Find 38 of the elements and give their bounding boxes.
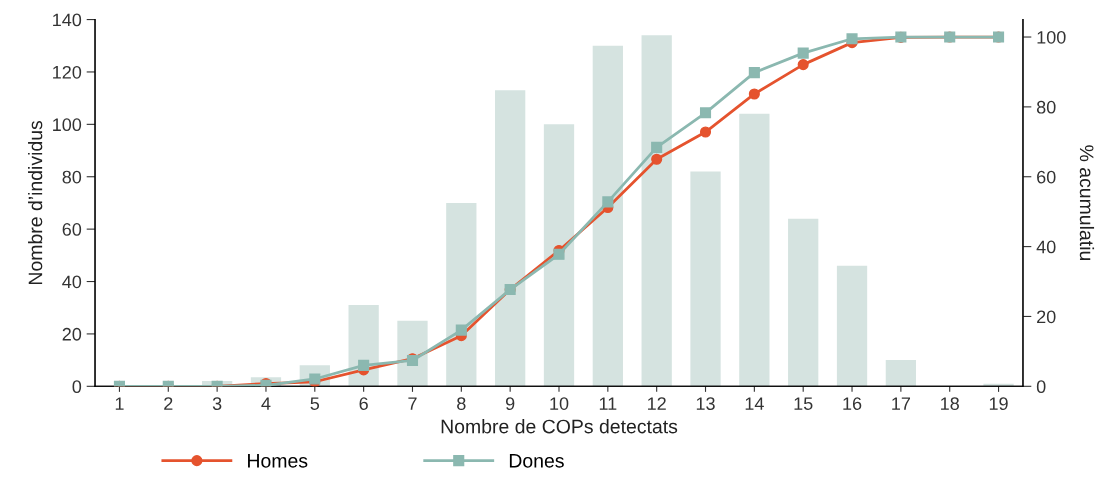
x-tick-label: 3 xyxy=(212,397,222,410)
y-tick-label: 0 xyxy=(72,380,82,394)
x-tick-label: 11 xyxy=(599,397,617,410)
y2-axis-title: % acumulatiu xyxy=(1079,145,1095,261)
y2-tick-label: 20 xyxy=(1037,310,1056,324)
y-tick-label: 40 xyxy=(62,275,82,289)
x-tick-label: 14 xyxy=(745,397,764,410)
x-tick-label: 12 xyxy=(648,397,666,410)
x-tick-label: 2 xyxy=(164,397,173,410)
y-tick-label: 140 xyxy=(53,13,82,27)
legend-label: Dones xyxy=(509,454,564,468)
y-axis-title: Nombre d’individus xyxy=(28,120,43,285)
x-tick-label: 8 xyxy=(457,397,466,410)
x-axis-title: Nombre de COPs detectats xyxy=(441,419,678,434)
x-tick-label: 13 xyxy=(696,397,715,410)
x-tick-label: 4 xyxy=(261,397,271,410)
y-tick-label: 20 xyxy=(62,327,82,341)
x-tick-label: 6 xyxy=(359,397,368,410)
y-tick-label: 60 xyxy=(62,223,82,236)
x-tick-label: 19 xyxy=(989,397,1008,410)
x-tick-label: 1 xyxy=(115,397,124,410)
y2-tick-label: 80 xyxy=(1036,100,1056,114)
y-tick-label: 120 xyxy=(53,65,82,79)
x-tick-label: 7 xyxy=(408,397,417,410)
y-tick-label: 80 xyxy=(62,170,82,184)
legend-label: Homes xyxy=(248,454,308,468)
y2-tick-label: 60 xyxy=(1037,170,1056,184)
x-tick-label: 15 xyxy=(794,397,813,410)
y2-tick-label: 0 xyxy=(1036,380,1046,394)
x-tick-label: 18 xyxy=(941,397,959,410)
x-tick-label: 16 xyxy=(843,397,862,410)
y2-tick-label: 40 xyxy=(1036,240,1056,254)
x-tick-label: 17 xyxy=(892,397,911,410)
x-tick-label: 9 xyxy=(505,397,515,410)
y2-tick-label: 100 xyxy=(1037,30,1066,44)
x-tick-label: 5 xyxy=(310,397,320,410)
x-tick-label: 10 xyxy=(550,397,569,410)
y-tick-label: 100 xyxy=(53,118,82,132)
